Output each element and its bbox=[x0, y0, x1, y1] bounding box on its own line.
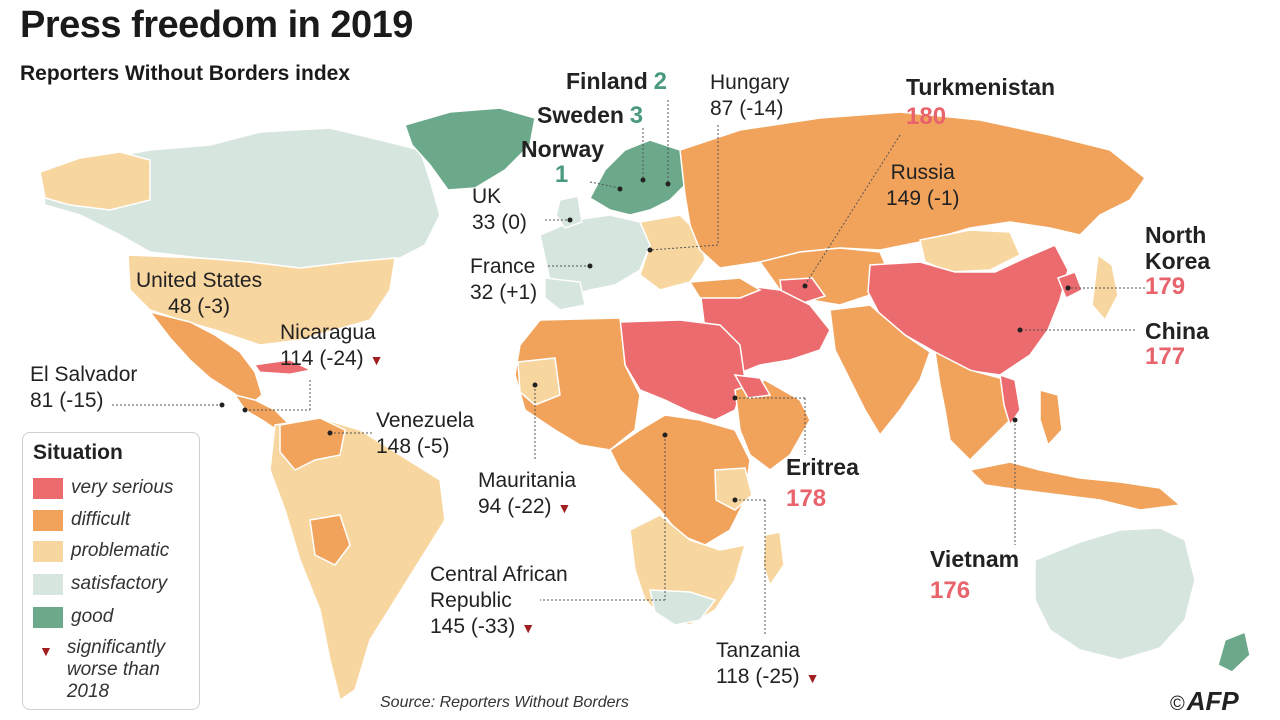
region-alaska bbox=[39, 151, 151, 211]
legend-swatch bbox=[33, 477, 63, 499]
label-hungary: Hungary 87 (-14) bbox=[710, 71, 790, 120]
region-north-africa bbox=[619, 319, 746, 421]
region-philippines bbox=[1039, 389, 1063, 447]
region-bolivia bbox=[309, 514, 351, 566]
region-south-asia bbox=[829, 304, 931, 437]
label-venezuela: Venezuela 148 (-5) bbox=[376, 409, 475, 458]
worse-marker-icon: ▼ bbox=[805, 670, 820, 686]
region-horn-africa bbox=[734, 379, 811, 471]
afp-logo: ©AFP bbox=[1170, 686, 1239, 716]
worse-marker-icon: ▼ bbox=[521, 620, 536, 636]
label-russia: Russia 149 (-1) bbox=[886, 161, 960, 210]
label-el-salvador: El Salvador 81 (-15) bbox=[30, 363, 138, 412]
region-greenland bbox=[404, 107, 536, 191]
leader-dots bbox=[219, 177, 1071, 503]
label-finland: Finland 2 bbox=[566, 68, 667, 95]
region-indonesia bbox=[968, 461, 1182, 511]
label-mauritania: Mauritania 94 (-22) ▼ bbox=[478, 469, 577, 518]
label-eritrea: Eritrea 178 bbox=[786, 454, 859, 512]
label-turkmenistan: Turkmenistan 180 bbox=[906, 74, 1056, 130]
label-sweden: Sweden 3 bbox=[537, 102, 644, 129]
region-eritrea bbox=[733, 374, 772, 399]
region-mauritania bbox=[517, 357, 561, 406]
label-france: France 32 (+1) bbox=[470, 255, 538, 304]
legend-swatch bbox=[33, 509, 63, 531]
region-new-zealand bbox=[1217, 630, 1251, 673]
region-western-europe bbox=[539, 214, 651, 299]
region-southeast-asia bbox=[934, 350, 1021, 462]
label-united-states: United States 48 (-3) bbox=[136, 269, 263, 318]
worse-marker-icon: ▼ bbox=[369, 352, 384, 368]
region-iberia bbox=[544, 277, 586, 311]
legend-title: Situation bbox=[33, 441, 123, 464]
source-note: Source: Reporters Without Borders bbox=[380, 694, 629, 711]
legend: Situation very serious difficult problem… bbox=[22, 432, 200, 710]
legend-item-problematic: problematic bbox=[33, 538, 169, 564]
map-title: Press freedom in 2019 bbox=[20, 4, 413, 46]
label-uk: UK 33 (0) bbox=[472, 185, 527, 234]
region-madagascar bbox=[762, 531, 785, 587]
map-subtitle: Reporters Without Borders index bbox=[20, 62, 351, 85]
legend-swatch bbox=[33, 573, 63, 595]
region-scandinavia bbox=[589, 139, 691, 216]
label-vietnam: Vietnam 176 bbox=[930, 546, 1020, 604]
region-russia bbox=[679, 111, 1147, 269]
region-mongolia bbox=[919, 229, 1021, 273]
legend-item-satisfactory: satisfactory bbox=[33, 571, 167, 597]
region-australia bbox=[1034, 527, 1196, 661]
region-uk bbox=[555, 195, 583, 229]
legend-swatch bbox=[33, 540, 63, 562]
legend-item-good: good bbox=[33, 604, 113, 630]
legend-item-very-serious: very serious bbox=[33, 475, 173, 501]
label-china: China 177 bbox=[1145, 318, 1209, 370]
region-west-africa bbox=[514, 317, 641, 451]
worse-marker-icon: ▼ bbox=[39, 643, 53, 659]
label-nicaragua: Nicaragua 114 (-24) ▼ bbox=[280, 321, 384, 370]
region-south-america bbox=[269, 417, 446, 702]
legend-note: ▼ significantly worse than 2018 bbox=[39, 637, 166, 702]
region-caribbean bbox=[254, 359, 312, 375]
region-south-africa bbox=[649, 589, 717, 626]
label-norway: Norway 1 bbox=[521, 136, 605, 188]
worse-marker-icon: ▼ bbox=[557, 500, 572, 516]
legend-swatch bbox=[33, 606, 63, 628]
leader-lines bbox=[112, 100, 1145, 635]
region-central-africa bbox=[609, 414, 751, 546]
label-tanzania: Tanzania 118 (-25) ▼ bbox=[716, 639, 820, 688]
region-north-korea bbox=[1057, 271, 1083, 300]
region-tanzania bbox=[714, 467, 753, 511]
region-turkey bbox=[688, 277, 762, 299]
label-north-korea: North Korea 179 bbox=[1145, 222, 1211, 300]
label-central-african-republic: Central African Republic 145 (-33) ▼ bbox=[430, 563, 568, 638]
legend-item-difficult: difficult bbox=[33, 507, 130, 533]
copyright-icon: © bbox=[1170, 693, 1185, 715]
